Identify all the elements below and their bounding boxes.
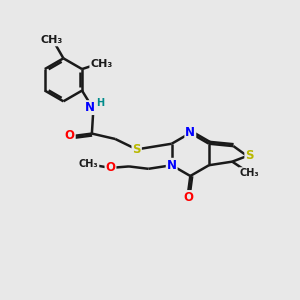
Text: S: S xyxy=(132,143,141,156)
Text: CH₃: CH₃ xyxy=(90,59,112,69)
Text: CH₃: CH₃ xyxy=(40,35,63,45)
Text: O: O xyxy=(65,130,75,142)
Text: S: S xyxy=(245,149,254,163)
Text: O: O xyxy=(183,191,193,204)
Text: CH₃: CH₃ xyxy=(79,159,98,169)
Text: N: N xyxy=(185,127,195,140)
Text: N: N xyxy=(167,159,177,172)
Text: H: H xyxy=(96,98,104,108)
Text: N: N xyxy=(85,101,95,114)
Text: O: O xyxy=(106,161,116,174)
Text: CH₃: CH₃ xyxy=(239,168,259,178)
